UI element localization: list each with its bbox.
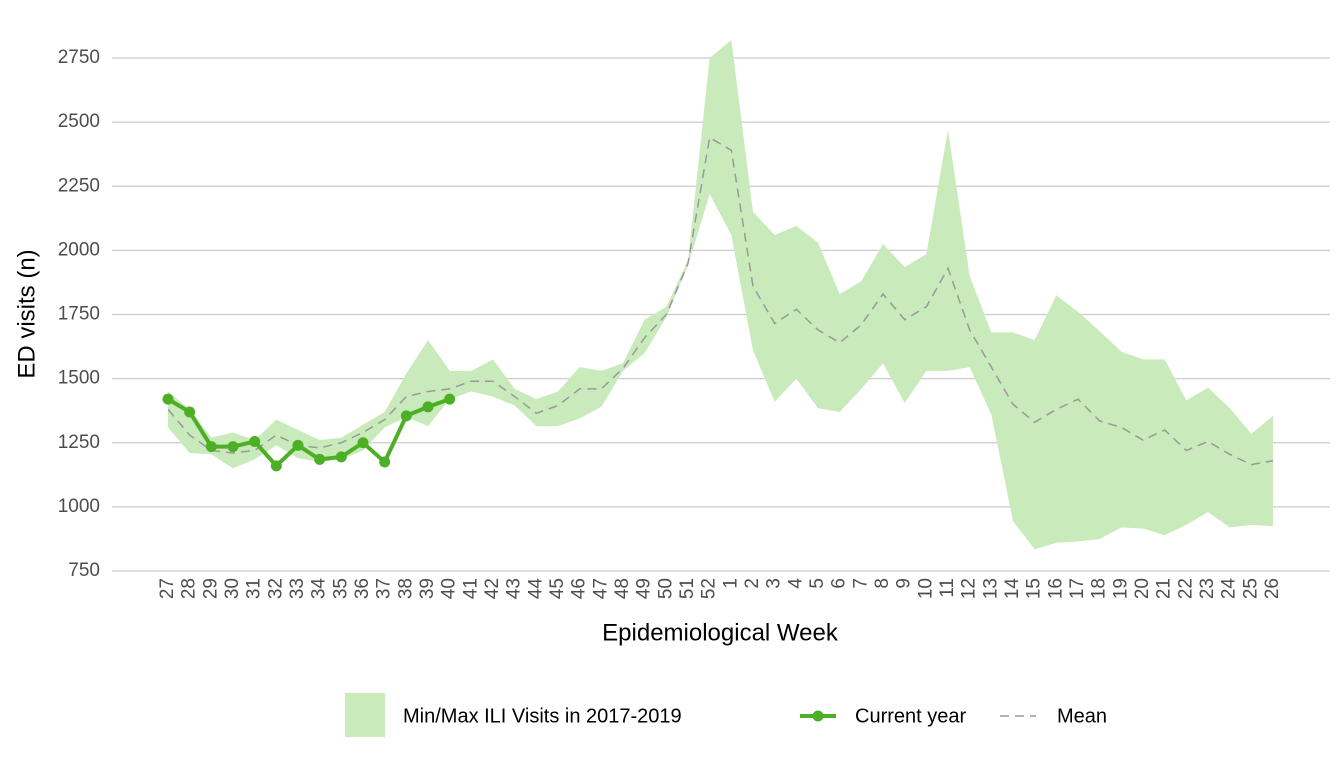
x-tick-label: 38 — [395, 578, 416, 599]
x-tick-label: 23 — [1197, 578, 1218, 599]
x-tick-label: 32 — [265, 578, 286, 599]
y-tick-label: 2750 — [58, 47, 100, 68]
y-tick-label: 750 — [68, 560, 100, 581]
x-tick-label: 52 — [699, 578, 720, 599]
x-tick-label: 25 — [1240, 578, 1261, 599]
x-tick-label: 35 — [330, 578, 351, 599]
point — [444, 393, 456, 405]
x-tick-label: 31 — [244, 578, 265, 599]
legend-key — [812, 710, 824, 722]
x-tick-label: 26 — [1262, 578, 1283, 599]
legend-label: Mean — [1057, 705, 1107, 727]
x-tick-label: 19 — [1110, 578, 1131, 599]
x-tick-label: 39 — [417, 578, 438, 599]
x-tick-label: 48 — [612, 578, 633, 599]
x-tick-label: 33 — [287, 578, 308, 599]
point — [357, 437, 369, 449]
point — [227, 441, 239, 453]
x-tick-label: 29 — [200, 578, 221, 599]
x-tick-label: 7 — [850, 578, 871, 589]
x-tick-label: 49 — [634, 578, 655, 599]
x-tick-label: 20 — [1132, 578, 1153, 599]
x-tick-label: 14 — [1002, 578, 1023, 600]
x-tick-label: 37 — [374, 578, 395, 599]
point — [400, 410, 412, 422]
x-tick-label: 2 — [742, 578, 763, 589]
x-tick-label: 30 — [222, 578, 243, 599]
legend-key — [345, 693, 385, 737]
point — [314, 453, 326, 465]
point — [249, 435, 261, 447]
x-tick-label: 28 — [179, 578, 200, 599]
point — [162, 393, 174, 405]
y-tick-label: 1500 — [58, 368, 100, 389]
x-tick-label: 17 — [1067, 578, 1088, 599]
x-tick-label: 21 — [1154, 578, 1175, 599]
y-tick-label: 1000 — [58, 496, 100, 517]
x-axis-title: Epidemiological Week — [602, 619, 839, 646]
series-line — [167, 136, 1274, 466]
x-tick-label: 12 — [959, 578, 980, 599]
x-tick-label: 4 — [785, 578, 806, 589]
y-tick-label: 1250 — [58, 432, 100, 453]
x-tick-label: 34 — [309, 578, 330, 600]
y-tick-label: 2000 — [58, 239, 100, 260]
x-tick-label: 5 — [807, 578, 828, 589]
point — [422, 401, 434, 413]
x-tick-label: 24 — [1219, 578, 1240, 600]
legend-label: Min/Max ILI Visits in 2017-2019 — [403, 705, 682, 727]
x-tick-label: 44 — [525, 578, 546, 600]
x-tick-label: 50 — [655, 578, 676, 599]
legend-label: Current year — [855, 705, 966, 727]
point — [205, 441, 217, 453]
point — [379, 456, 391, 468]
point — [335, 451, 347, 463]
x-tick-label: 9 — [894, 578, 915, 589]
min-max-band — [168, 40, 1273, 550]
x-tick-label: 15 — [1024, 578, 1045, 599]
x-tick-label: 22 — [1175, 578, 1196, 599]
x-tick-label: 1 — [720, 578, 741, 589]
x-tick-label: 36 — [352, 578, 373, 599]
point — [184, 406, 196, 418]
x-tick-label: 45 — [547, 578, 568, 599]
y-tick-label: 1750 — [58, 304, 100, 325]
x-tick-label: 41 — [460, 578, 481, 599]
x-tick-label: 47 — [590, 578, 611, 599]
y-tick-label: 2500 — [58, 111, 100, 132]
y-tick-label: 2250 — [58, 175, 100, 196]
x-tick-label: 43 — [504, 578, 525, 599]
point — [292, 439, 304, 451]
x-tick-label: 46 — [569, 578, 590, 599]
x-tick-label: 8 — [872, 578, 893, 589]
x-tick-label: 40 — [439, 578, 460, 599]
x-tick-label: 11 — [937, 578, 958, 598]
x-tick-label: 51 — [677, 578, 698, 599]
x-tick-label: 6 — [829, 578, 850, 589]
x-tick-label: 13 — [980, 578, 1001, 599]
x-tick-label: 27 — [157, 578, 178, 599]
x-tick-label: 42 — [482, 578, 503, 599]
x-tick-label: 10 — [915, 578, 936, 599]
y-axis-title: ED visits (n) — [13, 249, 40, 378]
x-tick-label: 18 — [1089, 578, 1110, 599]
x-tick-label: 3 — [764, 578, 785, 589]
x-tick-label: 16 — [1045, 578, 1066, 599]
point — [270, 460, 282, 472]
